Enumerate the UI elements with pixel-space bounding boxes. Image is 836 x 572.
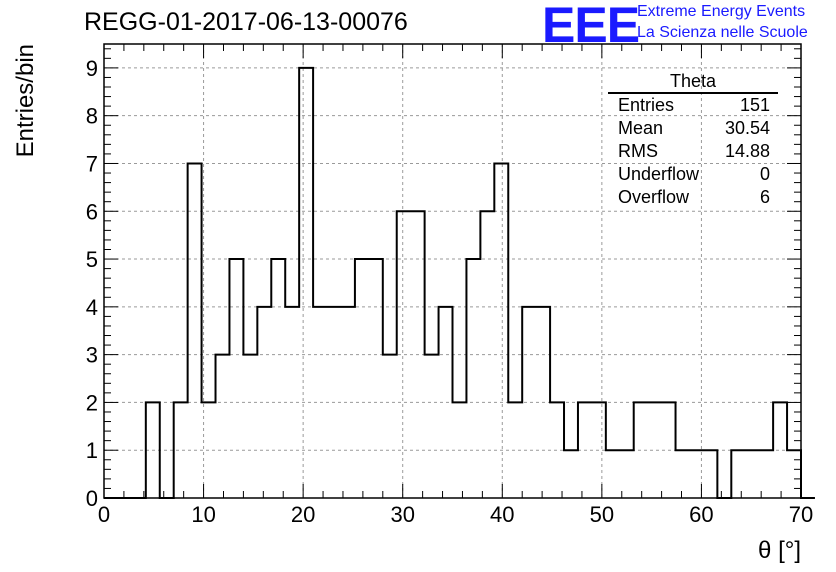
stats-row-underflow: Underflow 0 xyxy=(608,163,778,186)
y-tick-label: 8 xyxy=(86,104,98,129)
y-tick-label: 5 xyxy=(86,247,98,272)
histogram-series xyxy=(104,66,815,499)
stats-value: 6 xyxy=(759,187,770,207)
stats-row-overflow: Overflow 6 xyxy=(608,186,778,209)
stats-box: Theta Entries 151 Mean 30.54 RMS 14.88 U… xyxy=(608,70,778,209)
y-tick-label: 7 xyxy=(86,151,98,176)
y-tick-label: 2 xyxy=(86,390,98,415)
stats-value: 151 xyxy=(739,95,770,115)
stats-value: 0 xyxy=(759,164,770,184)
stats-label: RMS xyxy=(618,141,658,161)
y-axis-label: Entries/bin xyxy=(12,44,39,157)
stats-row-mean: Mean 30.54 xyxy=(608,117,778,140)
stats-label: Underflow xyxy=(618,164,700,184)
stats-value: 30.54 xyxy=(724,118,770,138)
logo-tagline-2: La Scienza nelle Scuole xyxy=(637,24,808,41)
x-tick-label: 40 xyxy=(490,502,514,527)
x-tick-label: 50 xyxy=(590,502,614,527)
plot-frame xyxy=(103,43,802,499)
x-tick-label: 30 xyxy=(390,502,414,527)
x-tick-label: 0 xyxy=(98,502,110,527)
x-axis-label: θ [°] xyxy=(758,537,801,564)
x-tick-label: 20 xyxy=(291,502,315,527)
stats-label: Overflow xyxy=(618,187,690,207)
stats-value: 14.88 xyxy=(724,141,770,161)
histogram-title: REGG-01-2017-06-13-00076 xyxy=(84,8,408,36)
y-tick-label: 1 xyxy=(86,438,98,463)
stats-label: Mean xyxy=(618,118,664,138)
x-tick-label: 10 xyxy=(191,502,215,527)
y-tick-label: 0 xyxy=(86,486,98,511)
stats-label: Entries xyxy=(618,95,675,115)
stats-box-name: Theta xyxy=(608,70,778,94)
stats-row-entries: Entries 151 xyxy=(608,94,778,117)
logo-tagline-1: Extreme Energy Events xyxy=(637,3,806,20)
x-tick-label: 60 xyxy=(689,502,713,527)
eee-logo: EEE xyxy=(542,0,640,53)
y-tick-label: 6 xyxy=(86,199,98,224)
x-tick-label: 70 xyxy=(789,502,813,527)
stats-row-rms: RMS 14.88 xyxy=(608,140,778,163)
y-tick-label: 9 xyxy=(86,56,98,81)
y-tick-label: 4 xyxy=(86,295,98,320)
y-tick-label: 3 xyxy=(86,343,98,368)
